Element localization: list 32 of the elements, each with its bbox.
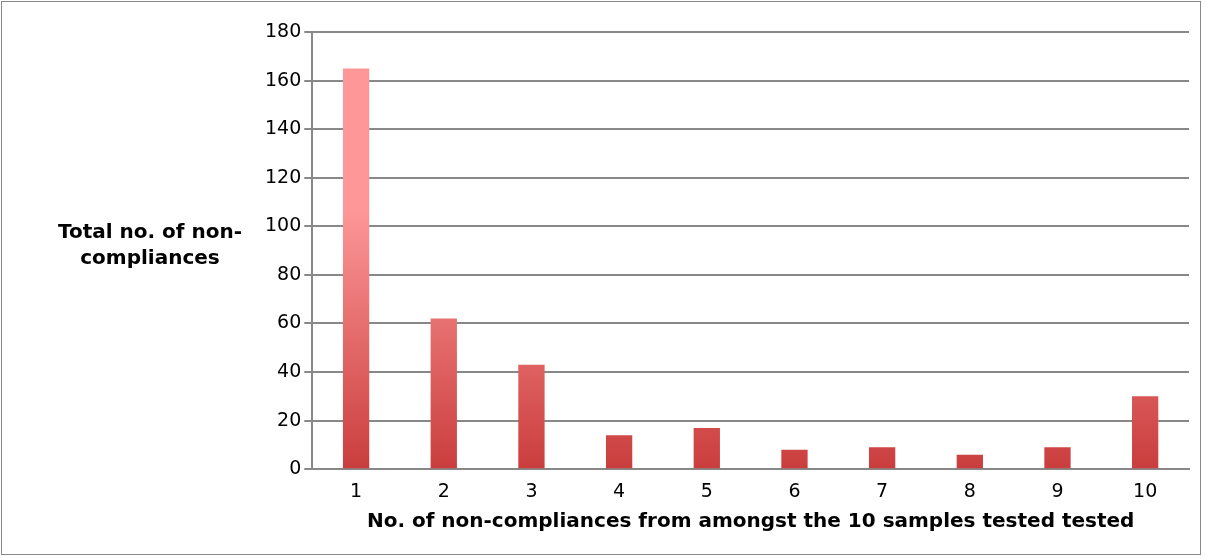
x-tick-label: 10	[1133, 478, 1158, 501]
bar	[518, 364, 545, 469]
y-tick-label: 160	[265, 67, 302, 90]
x-tick-label: 7	[876, 478, 889, 501]
y-tick-label: 180	[265, 18, 302, 41]
bar	[1132, 396, 1159, 469]
y-axis-title: Total no. of non-compliances	[56, 218, 244, 270]
x-tick-label: 6	[788, 478, 801, 501]
x-tick-label: 8	[963, 478, 976, 501]
x-axis-title: No. of non-compliances from amongst the 10 samples tested tested	[366, 508, 1135, 533]
x-tick-label: 4	[613, 478, 626, 501]
bar	[693, 427, 720, 469]
x-tick-label: 3	[525, 478, 538, 501]
x-tick-label: 5	[700, 478, 713, 501]
y-tick-label: 40	[277, 358, 302, 381]
bar	[1044, 447, 1071, 469]
x-tick-label: 9	[1051, 478, 1064, 501]
y-tick-label: 80	[277, 261, 302, 284]
y-tick-label: 20	[277, 407, 302, 430]
bar	[605, 435, 633, 469]
bar	[781, 449, 808, 469]
y-tick-label: 140	[265, 116, 302, 139]
y-tick-label: 100	[265, 213, 302, 236]
x-tick-label: 1	[350, 478, 363, 501]
y-tick-label: 120	[265, 164, 302, 187]
bar	[430, 318, 457, 469]
bar	[342, 68, 370, 469]
y-tick-label: 0	[289, 456, 302, 479]
bar	[956, 454, 983, 469]
y-tick-label: 60	[277, 310, 302, 333]
x-tick-label: 2	[437, 478, 450, 501]
bar	[868, 447, 896, 469]
